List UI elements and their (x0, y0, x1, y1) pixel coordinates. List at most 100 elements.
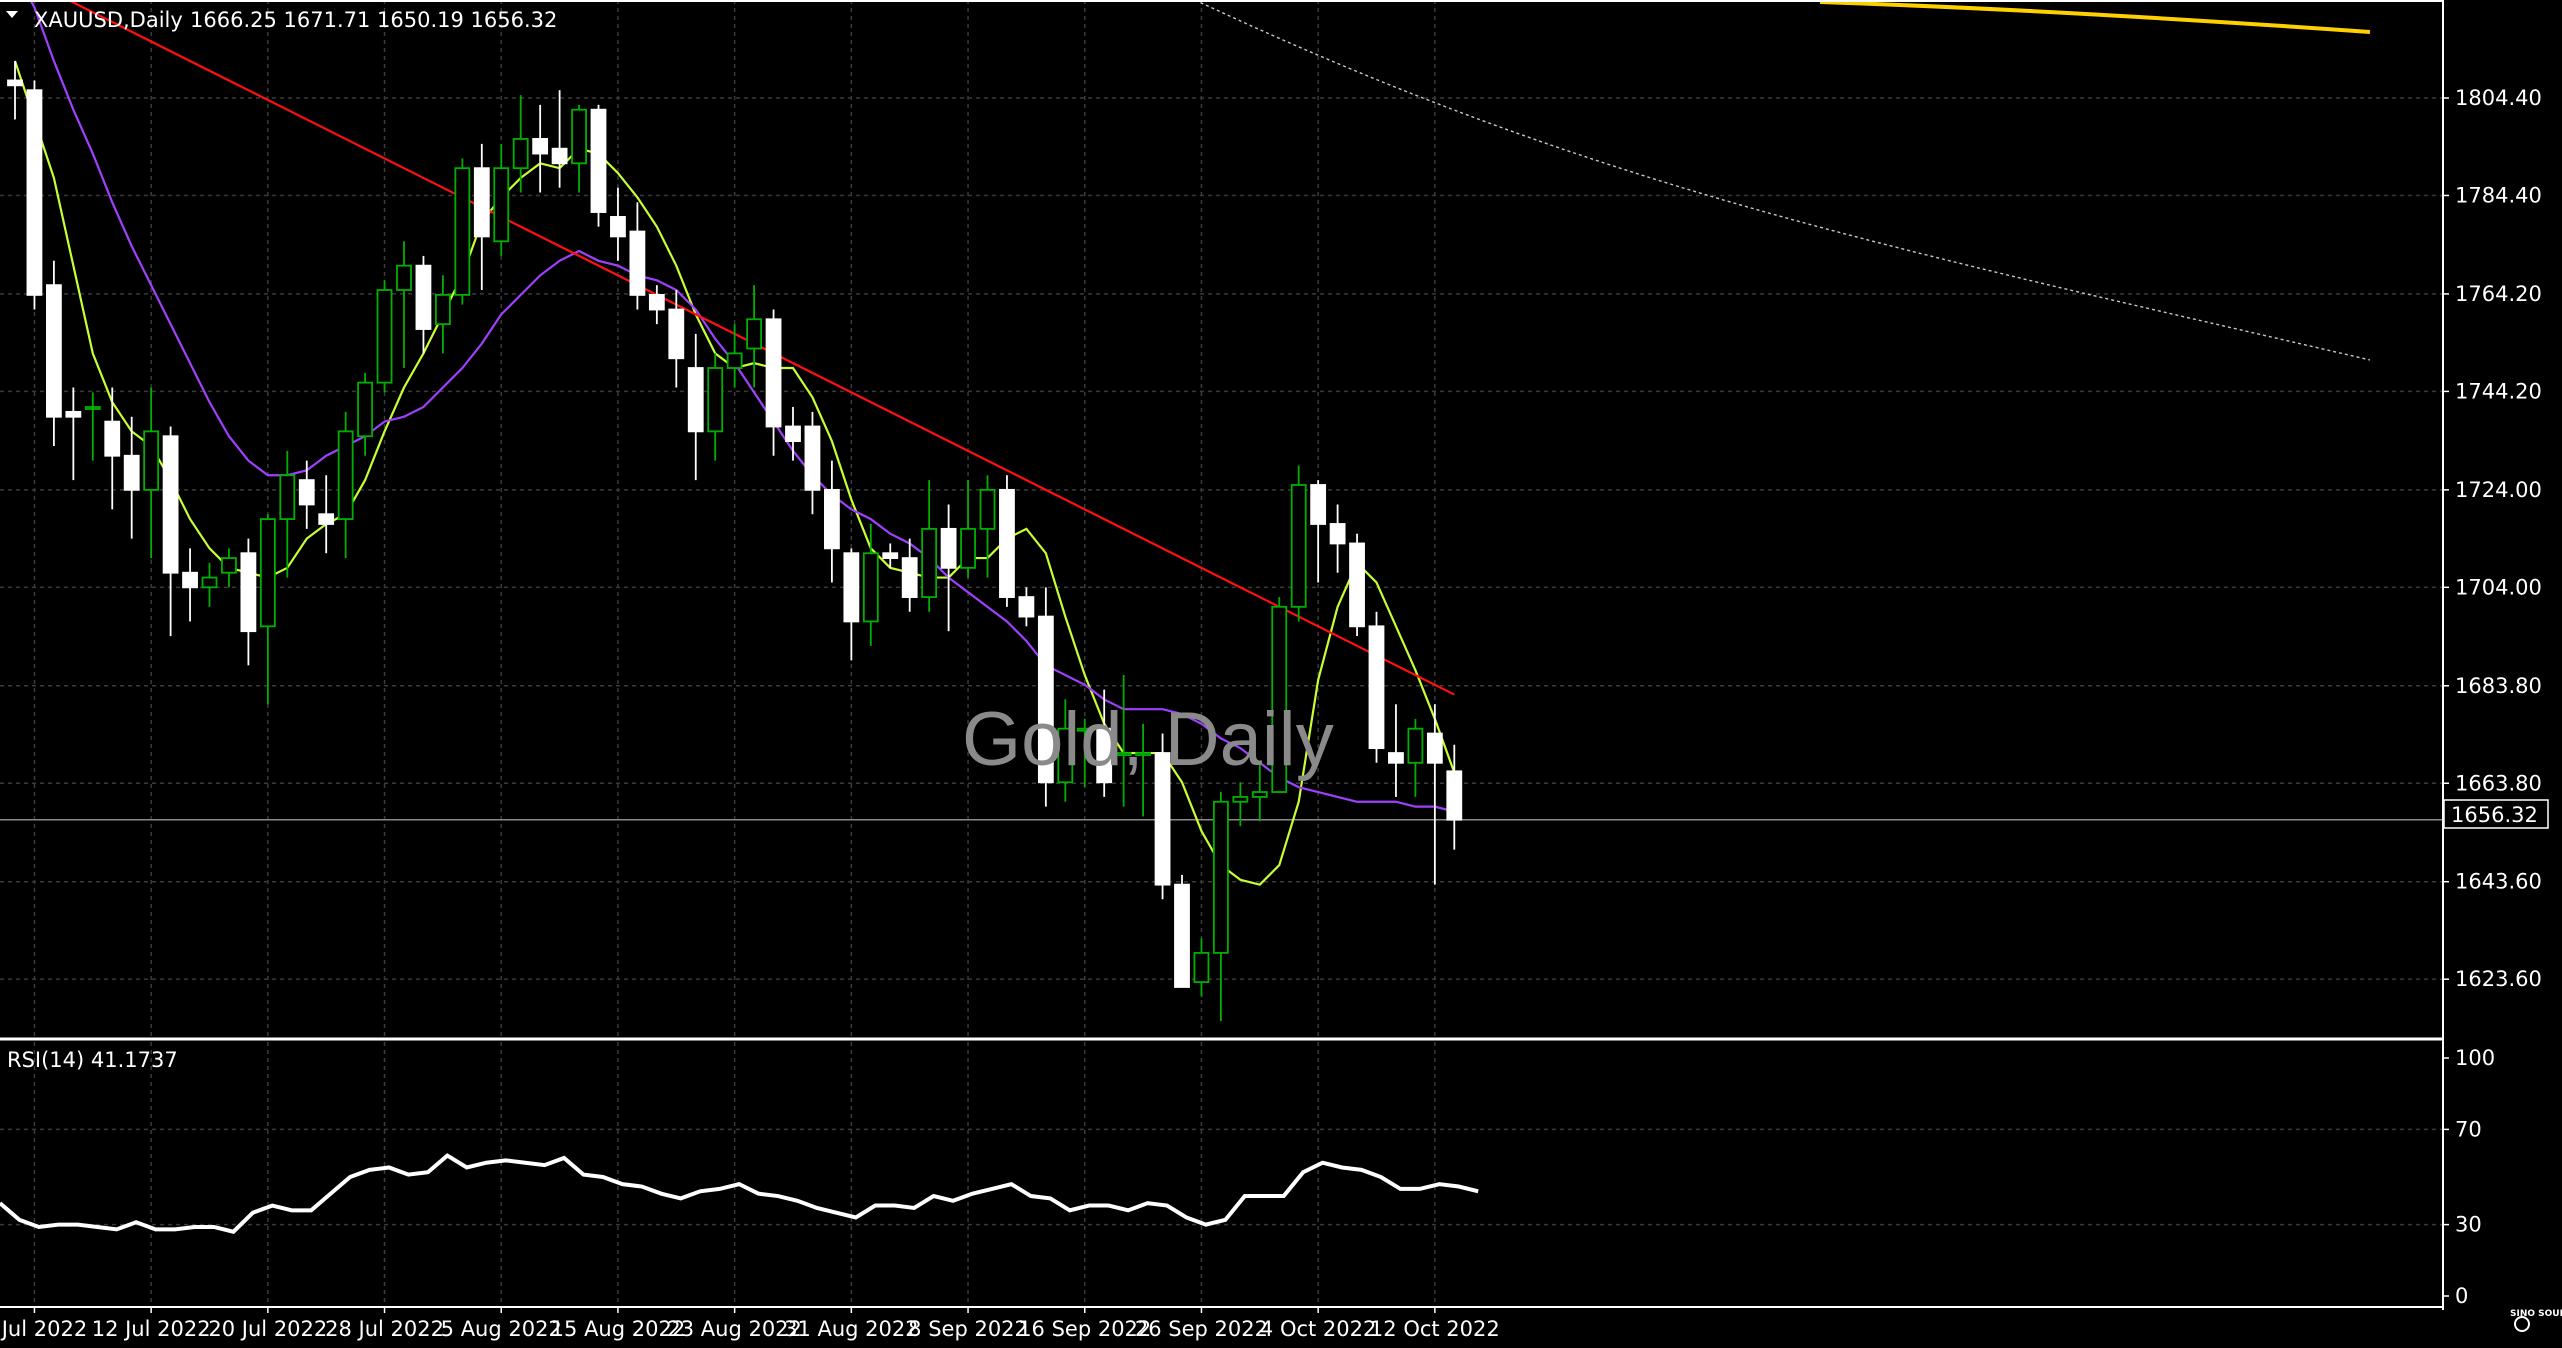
candle-body (1193, 951, 1210, 984)
candle-body (1037, 615, 1054, 784)
ohlc-label: 1666.25 1671.71 1650.19 1656.32 (190, 8, 557, 32)
candle-body (843, 552, 860, 623)
rsi-tick-label: 0 (2455, 1284, 2468, 1308)
candle-body (376, 289, 393, 384)
price-tick-label: 1784.40 (2455, 183, 2542, 207)
candle-body (901, 557, 918, 598)
candle-body (65, 410, 82, 418)
symbol-label: XAUUSD,Daily (34, 8, 183, 32)
x-tick-label: 12 Jul 2022 (92, 1317, 211, 1341)
candle-body (590, 108, 607, 213)
x-tick-label: 12 Oct 2022 (1370, 1317, 1500, 1341)
candle-body (571, 108, 587, 165)
candle-body (84, 406, 101, 410)
candle-body (1271, 605, 1288, 793)
grid (0, 0, 2443, 1307)
candle-body (1251, 791, 1268, 798)
rsi-tick-label: 70 (2455, 1117, 2482, 1141)
candle-body (1232, 796, 1249, 803)
x-tick-label: 31 Aug 2022 (784, 1317, 919, 1341)
candle-body (687, 367, 704, 433)
candle-body (960, 527, 976, 569)
rsi-tick-label: 100 (2455, 1046, 2495, 1070)
candle-body (1407, 727, 1424, 764)
x-tick-label: 28 Jul 2022 (325, 1317, 444, 1341)
candle-body (1057, 727, 1074, 784)
candle-body (1388, 752, 1404, 764)
price-tick-label: 1663.80 (2455, 771, 2542, 795)
candle-body (396, 264, 412, 291)
ma_long-line (1194, 0, 2371, 361)
candle-body (240, 552, 257, 633)
price-tick-label: 1744.20 (2455, 379, 2542, 403)
candle-body (1154, 752, 1171, 886)
candle-body (648, 294, 665, 311)
candle-body (182, 571, 198, 589)
x-tick-label: 26 Sep 2022 (1135, 1317, 1268, 1341)
candle-body (785, 425, 801, 443)
price-tick-label: 1623.60 (2455, 967, 2542, 991)
candle-body (532, 138, 549, 155)
price-tick-label: 1724.00 (2455, 478, 2542, 502)
x-tick-label: 4 Jul 2022 (0, 1317, 87, 1341)
x-tick-label: 4 Oct 2022 (1260, 1317, 1376, 1341)
candle-body (1368, 625, 1385, 750)
candle-body (26, 89, 43, 296)
candle-body (551, 147, 568, 165)
candle-body (454, 167, 471, 296)
candle-body (493, 167, 510, 243)
x-tick-label: 16 Sep 2022 (1018, 1317, 1151, 1341)
candle-body (707, 367, 724, 433)
candle-body (104, 420, 121, 457)
candle-body (279, 474, 296, 520)
candle-body (434, 294, 451, 326)
x-tick-label: 8 Sep 2022 (908, 1317, 1028, 1341)
candle-body (1426, 732, 1443, 764)
candle-body (1018, 596, 1035, 618)
candle-body (804, 425, 821, 491)
candle-body (746, 318, 762, 350)
candle-body (668, 308, 685, 360)
ma_longest-line (1819, 0, 2371, 34)
candle-body (610, 216, 626, 238)
candle-body (337, 430, 354, 520)
rsi-panel (0, 1153, 1479, 1234)
current-price-tag: 1656.32 (2451, 803, 2538, 827)
candle-body (1096, 727, 1113, 784)
candle-body (162, 435, 179, 574)
candle-body (201, 576, 218, 589)
x-tick-label: 20 Jul 2022 (208, 1317, 327, 1341)
candle-body (318, 513, 335, 525)
candle-body (629, 230, 646, 296)
broker-logo-text: SINO SOUND (2510, 1309, 2562, 1319)
x-tick-label: 5 Aug 2022 (441, 1317, 562, 1341)
candle-body (921, 527, 938, 598)
x-tick-label: 23 Aug 2022 (667, 1317, 802, 1341)
candle-body (259, 518, 276, 628)
candle-body (357, 381, 374, 438)
chart-watermark: Gold, Daily (962, 697, 1334, 782)
candle-body (1310, 484, 1327, 525)
candle-body (512, 138, 529, 170)
current-price-tag-bg (2443, 799, 2549, 829)
candle-body (862, 552, 879, 623)
chart-menu-arrow-icon[interactable] (6, 11, 18, 18)
candle-body (1135, 752, 1151, 756)
broker-logo-icon (2514, 1316, 2530, 1332)
candle-body (1076, 727, 1093, 732)
candle-body (726, 352, 743, 369)
candle-body (1446, 770, 1463, 821)
rsi-line (0, 1153, 1479, 1234)
candle-body (1329, 523, 1346, 545)
candle-body (298, 479, 315, 506)
candle-body (46, 284, 62, 418)
candle-body (143, 430, 160, 491)
candle-body (1290, 484, 1307, 608)
candle-body (7, 79, 23, 87)
broker-logo: SINO SOUND (2510, 1309, 2562, 1332)
candle-body (415, 264, 432, 330)
price-tick-label: 1764.20 (2455, 282, 2542, 306)
price-tick-label: 1683.80 (2455, 674, 2542, 698)
